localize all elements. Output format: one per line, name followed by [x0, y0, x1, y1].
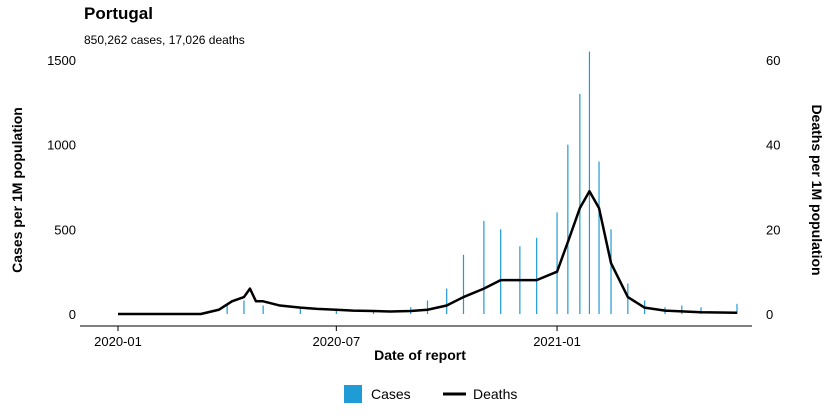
legend-deaths-label: Deaths — [473, 386, 517, 402]
cases-bar — [426, 300, 429, 314]
left-y-tick-label: 0 — [69, 307, 76, 322]
cases-bar — [681, 305, 683, 314]
cases-bar — [536, 237, 538, 314]
right-y-tick-label: 40 — [766, 138, 780, 153]
legend-cases-label: Cases — [371, 386, 411, 402]
x-axis-label: Date of report — [374, 347, 466, 363]
cases-bar — [299, 308, 301, 314]
x-ticks: 2020-01 2020-07 2021-01 — [94, 326, 581, 349]
cases-bar — [372, 310, 375, 314]
cases-bars — [206, 51, 738, 315]
right-y-axis-label: Deaths per 1M population — [809, 104, 825, 275]
cases-bar — [243, 300, 245, 314]
cases-bar — [610, 229, 612, 314]
left-y-axis-label: Cases per 1M population — [9, 107, 25, 273]
right-y-tick-label: 20 — [766, 222, 780, 237]
left-y-tick-label: 1500 — [47, 53, 76, 68]
legend-cases-swatch — [344, 385, 362, 403]
x-tick-label: 2021-01 — [533, 334, 581, 349]
cases-bar — [700, 307, 702, 314]
cases-bar — [462, 254, 465, 314]
cases-bar — [483, 220, 485, 314]
deaths-line — [118, 189, 738, 316]
x-tick-label: 2020-01 — [94, 334, 142, 349]
x-tick-label: 2020-07 — [312, 334, 360, 349]
cases-bar — [627, 283, 629, 314]
chart-title: Portugal — [84, 4, 153, 23]
cases-bar — [500, 229, 502, 314]
left-y-tick-label: 500 — [54, 222, 76, 237]
cases-bar — [598, 161, 600, 314]
cases-bar — [446, 288, 448, 314]
cases-bar — [579, 93, 581, 315]
left-y-ticks: 0 500 1000 1500 — [47, 53, 76, 322]
cases-bar — [736, 303, 738, 314]
right-y-ticks: 0 20 40 60 — [766, 53, 780, 322]
cases-bar — [556, 212, 558, 314]
legend: Cases Deaths — [344, 385, 517, 403]
cases-bar — [262, 305, 264, 314]
cases-bar — [226, 303, 228, 314]
right-y-tick-label: 60 — [766, 53, 780, 68]
cases-bar — [588, 51, 591, 314]
chart-subtitle: 850,262 cases, 17,026 deaths — [84, 33, 245, 47]
cases-bar — [335, 308, 337, 314]
cases-bar — [567, 144, 569, 314]
left-y-tick-label: 1000 — [47, 138, 76, 153]
right-y-tick-label: 0 — [766, 307, 773, 322]
